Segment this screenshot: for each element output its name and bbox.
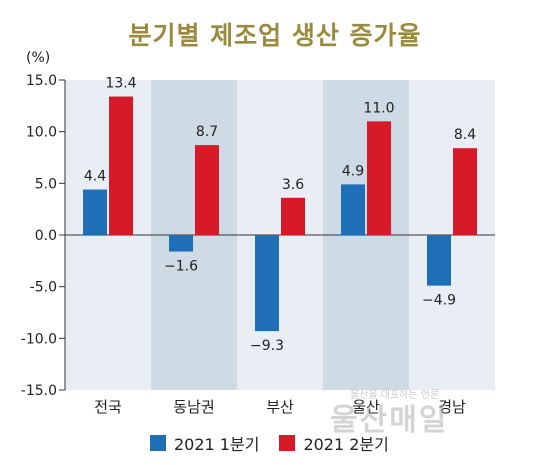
- y-tick-label: -15.0: [21, 383, 57, 399]
- data-label-2-2: 3.6: [282, 177, 304, 193]
- legend-swatch-series-1: [150, 435, 166, 451]
- data-label-1-2: −9.3: [250, 338, 284, 354]
- data-label-2-4: 8.4: [454, 127, 476, 143]
- bars: [83, 96, 477, 332]
- data-labels: 4.4 13.4 −1.6 8.7 −9.3 3.6 4.9 11.0 −4.9 8.4: [84, 76, 476, 355]
- legend-item-series-2: 2021 2분기: [279, 431, 389, 455]
- data-label-2-3: 11.0: [363, 100, 394, 116]
- legend-item-series-1: 2021 1분기: [150, 431, 259, 455]
- bar-1-4: [427, 235, 451, 286]
- legend-label-series-1: 2021 1분기: [174, 435, 260, 454]
- y-tick-label: -5.0: [30, 280, 57, 296]
- x-category-label: 동남권: [173, 398, 214, 416]
- bar-2-3: [367, 121, 391, 235]
- bar-1-0: [83, 189, 107, 235]
- data-label-1-1: −1.6: [164, 259, 198, 275]
- bar-1-3: [341, 184, 365, 235]
- x-axis: 전국 동남권 부산 울산 경남: [94, 398, 466, 416]
- y-tick-label: 15.0: [26, 73, 57, 89]
- legend-label-series-2: 2021 2분기: [303, 435, 389, 454]
- data-label-1-3: 4.9: [342, 163, 364, 179]
- x-category-label: 울산: [352, 398, 380, 416]
- y-tick-label: 5.0: [35, 176, 57, 192]
- chart-title: 분기별 제조업 생산 증가율: [128, 21, 422, 50]
- bar-1-1: [169, 235, 193, 252]
- bar-2-4: [453, 148, 477, 235]
- x-category-label: 부산: [266, 398, 294, 416]
- x-category-label: 전국: [94, 398, 122, 416]
- data-label-2-1: 8.7: [196, 124, 218, 140]
- bar-2-2: [281, 197, 305, 235]
- y-axis-unit: (%): [26, 50, 50, 66]
- y-tick-label: 10.0: [26, 125, 57, 141]
- x-category-label: 경남: [438, 398, 466, 416]
- legend-swatch-series-2: [279, 435, 296, 451]
- bar-2-0: [109, 96, 133, 236]
- watermark-subtext: 울산을 대표하는 언론: [350, 390, 440, 401]
- y-tick-label: -10.0: [21, 331, 57, 347]
- bar-2-1: [195, 145, 219, 235]
- data-label-1-4: −4.9: [422, 293, 456, 309]
- bar-1-2: [255, 235, 279, 332]
- watermark-logo: 울산매일: [330, 403, 449, 438]
- data-label-2-0: 13.4: [105, 76, 136, 92]
- y-axis: 15.0 10.0 5.0 0.0 -5.0 -10.0 -15.0: [21, 73, 495, 399]
- y-tick-label: 0.0: [35, 228, 57, 244]
- data-label-1-0: 4.4: [84, 169, 106, 185]
- legend: 2021 1분기 2021 2분기: [150, 431, 389, 455]
